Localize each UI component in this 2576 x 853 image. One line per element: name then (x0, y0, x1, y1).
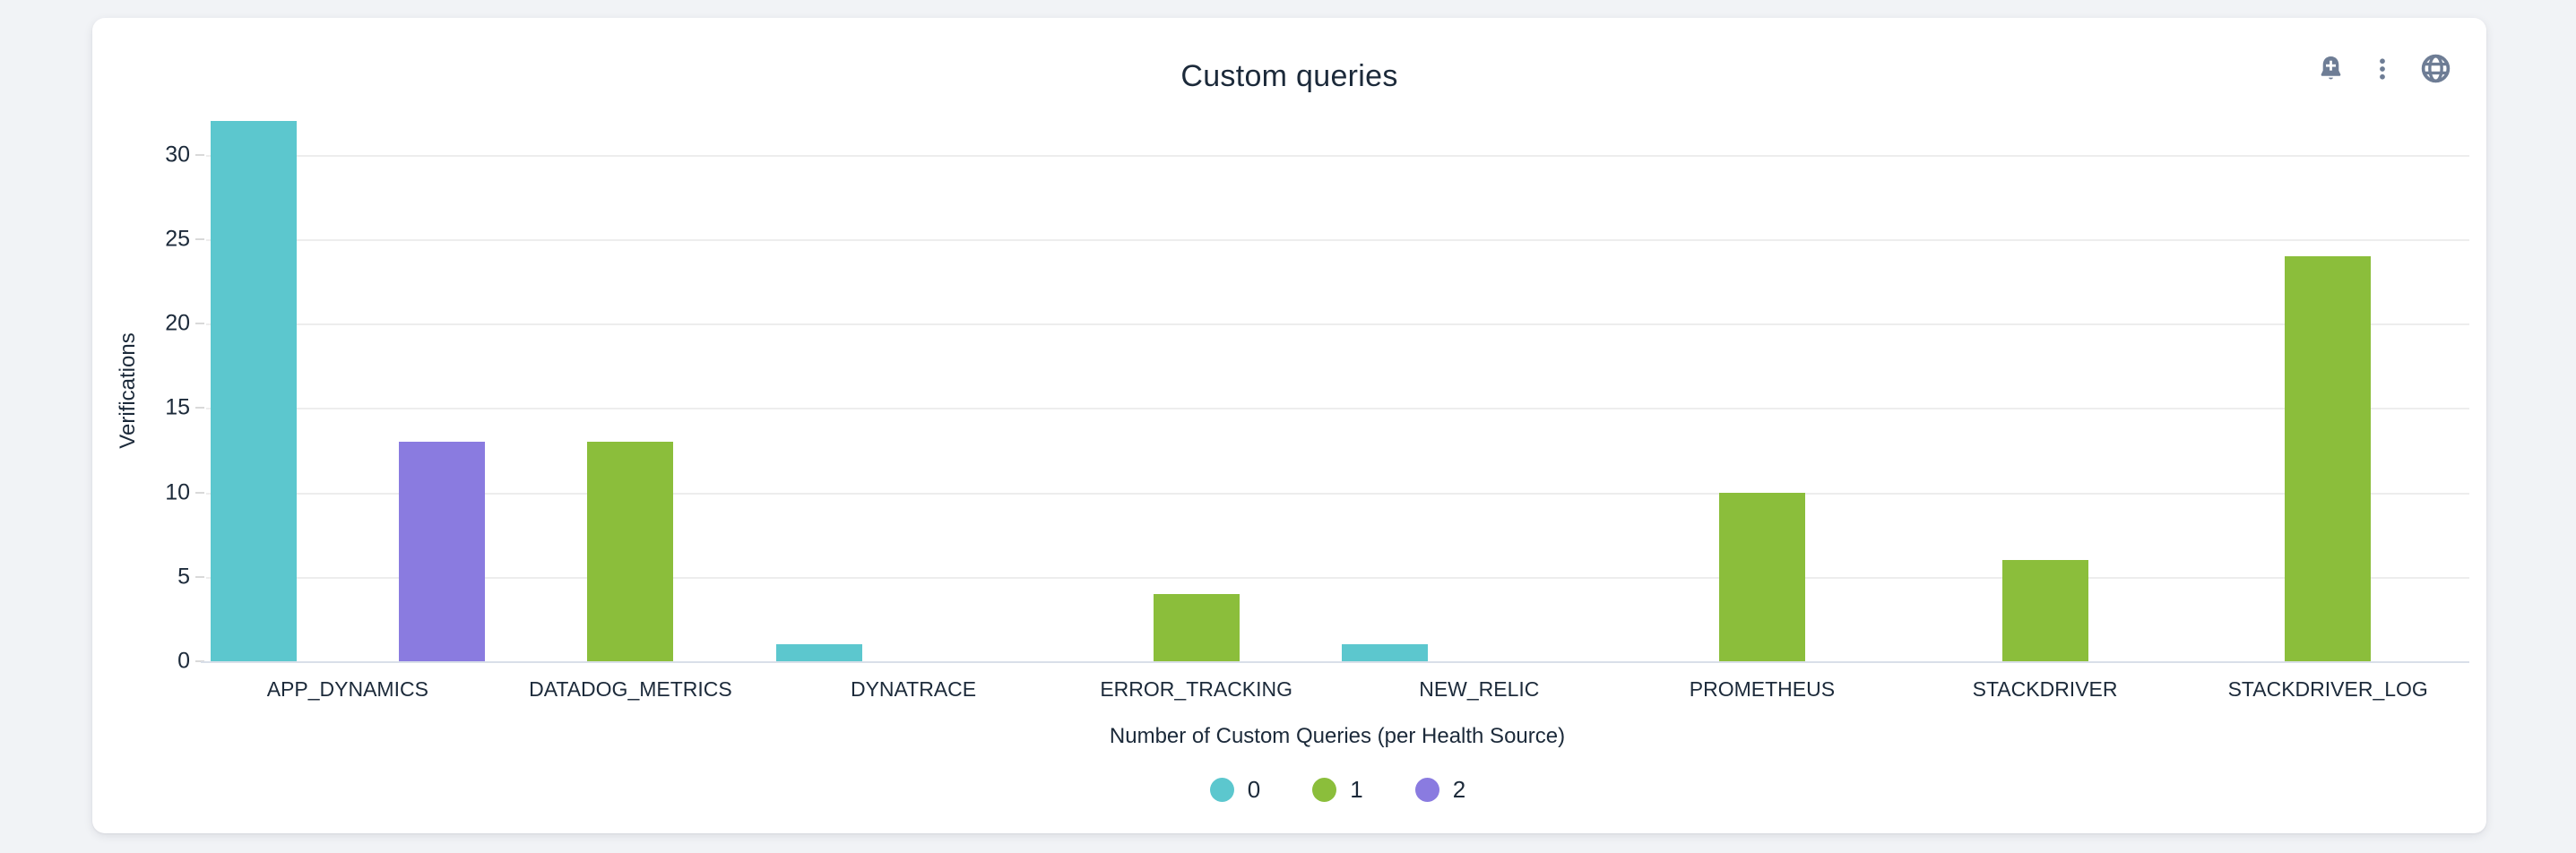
x-category-label-prometheus: PROMETHEUS (1689, 677, 1836, 701)
y-tick-mark (195, 237, 204, 240)
y-tick-label: 10 (165, 479, 190, 505)
gridline (206, 323, 2469, 326)
legend-item-0[interactable]: 0 (1209, 776, 1261, 804)
y-tick-mark (195, 575, 204, 578)
bar-app_dynamics-value-0[interactable] (210, 121, 297, 661)
legend-label: 1 (1350, 776, 1363, 803)
y-tick-label: 25 (165, 226, 190, 252)
x-category-label-app_dynamics: APP_DYNAMICS (266, 677, 428, 701)
y-tick-mark (195, 153, 204, 156)
legend: 0 1 2 (206, 776, 2469, 804)
globe-icon[interactable] (2419, 52, 2452, 85)
bar-dynatrace-value-0[interactable] (775, 644, 862, 661)
y-tick-mark (195, 407, 204, 409)
legend-swatch-icon (1209, 778, 1234, 802)
bar-error_tracking-value-1[interactable] (1153, 593, 1240, 661)
gridline (206, 408, 2469, 410)
x-category-label-dynatrace: DYNATRACE (850, 677, 977, 701)
y-tick-mark (195, 660, 204, 662)
y-tick-label: 30 (165, 142, 190, 168)
legend-label: 2 (1452, 776, 1466, 803)
legend-item-1[interactable]: 1 (1312, 776, 1363, 804)
legend-swatch-icon (1312, 778, 1337, 802)
bar-prometheus-value-1[interactable] (1718, 492, 1805, 661)
gridline (206, 492, 2469, 495)
panel-toolbar (2316, 52, 2452, 85)
x-category-label-stackdriver: STACKDRIVER (1972, 677, 2118, 701)
x-category-label-stackdriver_log: STACKDRIVER_LOG (2227, 677, 2428, 701)
x-axis-title: Number of Custom Queries (per Health Sou… (1109, 724, 1566, 748)
bar-stackdriver_log-value-1[interactable] (2285, 255, 2372, 661)
gridline (206, 154, 2469, 157)
x-category-label-error_tracking: ERROR_TRACKING (1100, 677, 1293, 701)
y-tick-label: 15 (165, 394, 190, 420)
y-tick-label: 5 (177, 564, 190, 590)
gridline (206, 576, 2469, 579)
y-tick-label: 0 (177, 648, 190, 674)
y-axis-title: Verifications (116, 332, 140, 449)
y-tick-mark (195, 323, 204, 325)
bar-datadog_metrics-value-1[interactable] (587, 442, 674, 661)
x-category-label-new_relic: NEW_RELIC (1419, 677, 1540, 701)
chart-panel: Custom queries (92, 18, 2486, 833)
y-tick-mark (195, 491, 204, 494)
legend-label: 0 (1247, 776, 1261, 803)
panel-title: Custom queries (1180, 59, 1398, 93)
plot-area: 0 5 10 15 20 25 30 APP_DYNAMICS DATADOG_METRICS D… (165, 121, 2469, 701)
x-category-label-datadog_metrics: DATADOG_METRICS (529, 677, 732, 701)
legend-swatch-icon (1414, 778, 1439, 802)
legend-item-2[interactable]: 2 (1414, 776, 1466, 804)
gridline (206, 238, 2469, 241)
x-axis-line (201, 661, 2469, 663)
bar-new_relic-value-0[interactable] (1342, 644, 1429, 661)
y-tick-label: 20 (165, 310, 190, 336)
bell-plus-icon[interactable] (2316, 54, 2346, 83)
kebab-menu-icon[interactable] (2369, 56, 2396, 82)
bar-app_dynamics-value-2[interactable] (399, 442, 486, 661)
bar-stackdriver-value-1[interactable] (2001, 559, 2088, 661)
